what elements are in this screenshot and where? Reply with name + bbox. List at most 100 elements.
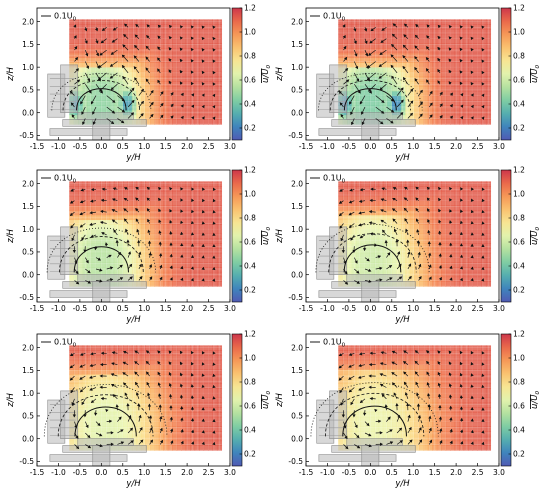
field-cell [203,62,209,68]
field-cell [450,33,456,40]
field-cell [387,76,393,82]
vector-head [402,55,406,59]
field-cell [212,224,218,230]
field-cell [356,190,362,197]
x-tick-label: 0.0 [364,304,376,313]
field-cell [432,214,438,221]
field-cell [396,66,402,73]
field-cell [185,195,191,202]
vector-head [426,197,431,201]
field-cell [154,383,160,389]
field-cell [185,71,191,78]
field-cell [423,119,429,125]
field-cell [109,262,115,268]
vector-head [190,277,194,282]
field-cell [113,190,120,197]
field-cell [140,238,146,244]
field-cell [127,205,133,211]
field-cell [109,252,115,259]
field-cell [190,90,196,97]
field-cell [338,205,344,211]
field-cell [423,271,429,278]
field-cell [356,238,362,244]
vector-head [390,54,394,58]
field-cell [194,95,200,101]
field-cell [436,205,442,211]
field-cell [347,181,353,187]
field-cell [387,33,393,40]
field-cell [459,228,465,235]
model-deck [346,112,403,120]
field-cell [207,267,214,273]
field-cell [136,114,142,120]
field-cell [163,71,169,78]
field-cell [409,38,415,44]
field-cell [418,190,424,197]
field-cell [91,350,97,356]
field-cell [216,76,223,82]
field-cell [356,86,362,92]
vector-head [138,263,142,268]
vector-head [74,57,79,61]
field-cell [87,262,93,268]
field-cell [104,100,111,106]
field-cell [450,57,456,63]
vector-head [137,239,141,243]
field-cell [113,105,120,111]
vector-head [87,78,90,82]
field-cell [378,24,384,30]
vector-head [99,279,103,283]
field-cell [190,262,196,268]
vector-head [212,244,216,248]
field-cell [436,281,442,287]
field-cell [118,105,124,111]
field-cell [454,38,460,44]
field-cell [176,57,182,63]
field-cell [78,416,84,423]
vector-head [470,59,474,63]
field-cell [172,19,178,25]
field-cell [100,397,106,404]
field-cell [145,76,151,82]
field-cell [194,90,200,97]
field-cell [203,181,209,187]
field-cell [351,52,357,59]
field-cell [427,28,433,35]
field-cell [140,262,146,268]
field-cell [104,354,111,361]
field-cell [485,57,492,63]
field-cell [158,228,164,235]
field-cell [87,95,93,101]
field-cell [104,205,111,211]
field-cell [113,57,120,63]
field-cell [87,224,93,230]
field-cell [140,38,146,44]
vector-head [191,93,195,97]
field-cell [87,205,93,211]
model-foot [318,290,397,298]
field-cell [203,281,209,287]
field-cell [418,95,424,101]
field-cell [91,57,97,63]
vector-head [481,82,485,86]
field-cell [109,238,115,244]
field-cell [181,38,187,44]
field-cell [100,431,106,437]
x-tick-label: 3.0 [493,142,505,151]
vector-head [190,254,195,259]
field-cell [167,47,173,54]
field-cell [104,81,111,87]
field-cell [450,62,456,68]
field-cell [400,95,406,101]
field-cell [409,86,415,92]
field-cell [163,57,169,63]
field-cell [459,181,465,187]
field-cell [396,52,402,59]
field-cell [445,262,451,268]
field-cell [118,186,124,192]
field-cell [476,81,483,87]
field-cell [351,224,357,230]
field-cell [396,238,402,244]
field-cell [145,267,151,273]
field-cell [199,62,205,68]
